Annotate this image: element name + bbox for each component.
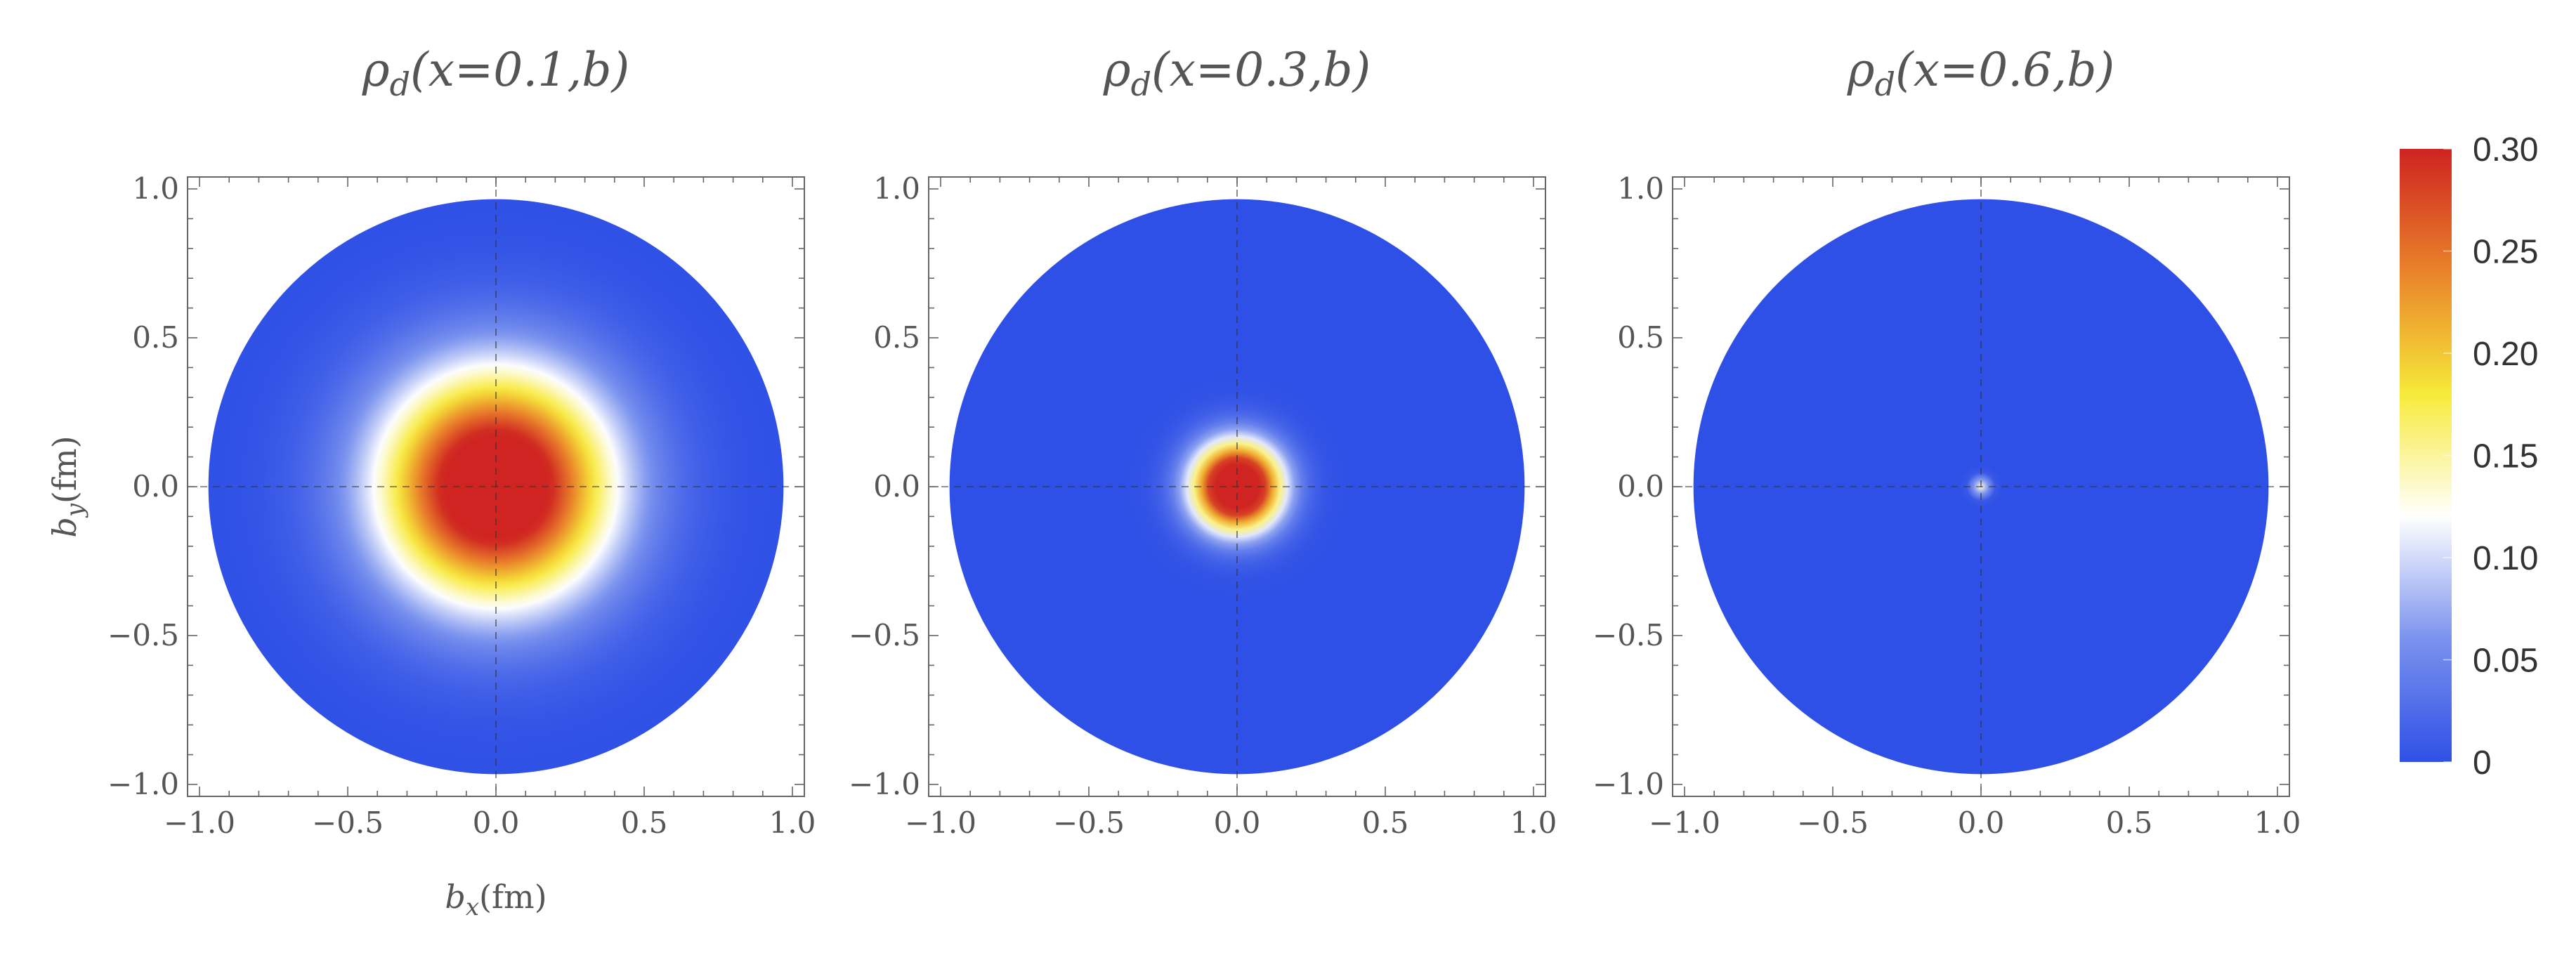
x-tick-label: −0.5 <box>1053 806 1125 840</box>
y-tick-label: 1.0 <box>1617 171 1664 206</box>
x-tick-label: 0.0 <box>1958 806 2005 840</box>
axis-ticks <box>929 177 1545 796</box>
x-tick-label: −0.5 <box>1797 806 1869 840</box>
y-tick-label: 0.5 <box>132 320 179 355</box>
x-tick-label: −0.5 <box>312 806 384 840</box>
panel-3: −1.0 −0.5 0.0 0.5 1.0 1.0 0.5 0.0 −0.5 −1.0 ρd(x=0… <box>1593 43 2301 840</box>
y-tick-label: 0.0 <box>132 469 179 504</box>
y-axis-label: by(fm) <box>46 435 89 537</box>
y-tick-label: 0.0 <box>1617 469 1664 504</box>
axis-ticks <box>1673 177 2289 796</box>
panel-2: −1.0 −0.5 0.0 0.5 1.0 1.0 0.5 0.0 −0.5 −1.0 ρd(x=0… <box>849 43 1557 840</box>
colorbar-tick-label: 0.05 <box>2473 643 2538 680</box>
panel-title: ρd(x=0.6,b) <box>1847 43 2114 103</box>
x-tick-label: 0.0 <box>1214 806 1261 840</box>
y-tick-label: −0.5 <box>107 618 179 652</box>
y-tick-label: −1.0 <box>107 767 179 801</box>
x-tick-label: −1.0 <box>905 806 976 840</box>
x-tick-label: 1.0 <box>2254 806 2301 840</box>
x-tick-label: 1.0 <box>769 806 816 840</box>
y-tick-label: −0.5 <box>849 618 920 652</box>
colorbar-gradient <box>2400 149 2452 762</box>
colorbar-tick-label: 0.30 <box>2473 131 2538 169</box>
y-tick-label: −1.0 <box>849 767 920 801</box>
panel-title: ρd(x=0.1,b) <box>362 43 629 103</box>
y-tick-label: 0.0 <box>873 469 920 504</box>
axis-ticks <box>188 177 804 796</box>
colorbar-tick-label: 0.10 <box>2473 540 2538 577</box>
x-tick-label: 0.5 <box>621 806 668 840</box>
colorbar-tick-label: 0 <box>2473 744 2492 782</box>
x-tick-label: −1.0 <box>1649 806 1720 840</box>
x-tick-label: 0.0 <box>473 806 520 840</box>
colorbar: 0.30 0.25 0.20 0.15 0.10 0.05 0 <box>2400 131 2538 782</box>
colorbar-tick-label: 0.15 <box>2473 438 2538 475</box>
x-tick-label: 0.5 <box>2106 806 2153 840</box>
panel-title: ρd(x=0.3,b) <box>1103 43 1371 103</box>
y-tick-label: −0.5 <box>1593 618 1664 652</box>
colorbar-tick-label: 0.20 <box>2473 336 2538 373</box>
y-tick-label: −1.0 <box>1593 767 1664 801</box>
colorbar-tick-label: 0.25 <box>2473 234 2538 271</box>
x-tick-label: 0.5 <box>1362 806 1409 840</box>
y-tick-label: 0.5 <box>1617 320 1664 355</box>
x-axis-label: bx(fm) <box>445 878 547 921</box>
x-tick-label: 1.0 <box>1510 806 1557 840</box>
y-tick-label: 0.5 <box>873 320 920 355</box>
x-tick-label: −1.0 <box>164 806 235 840</box>
y-tick-label: 1.0 <box>132 171 179 206</box>
panels: −1.0 −0.5 0.0 0.5 1.0 1.0 0.5 0.0 −0.5 −1.0 ρd(x=0… <box>46 43 2301 921</box>
y-tick-label: 1.0 <box>873 171 920 206</box>
panel-1: −1.0 −0.5 0.0 0.5 1.0 1.0 0.5 0.0 −0.5 −1.0 ρd(x=0… <box>46 43 816 921</box>
